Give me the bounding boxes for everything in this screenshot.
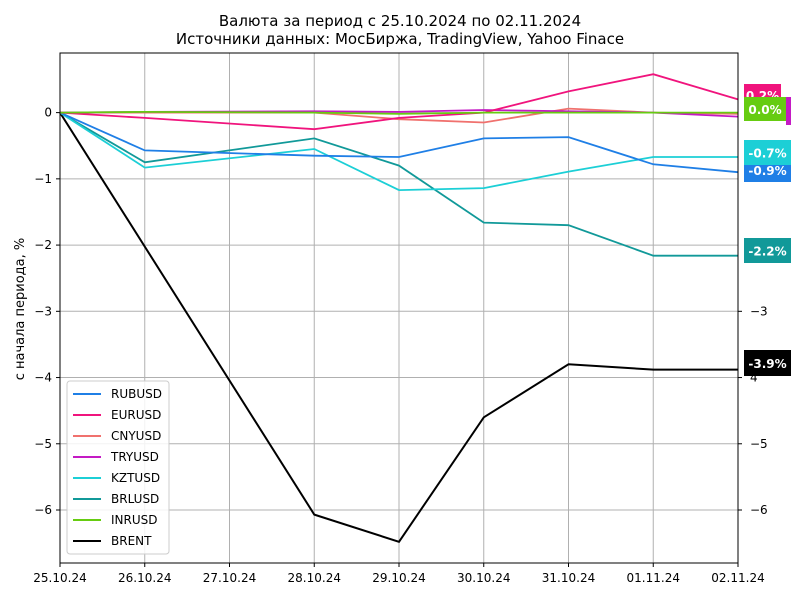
x-tick-label: 27.10.24 [203, 571, 256, 585]
x-tick-label: 26.10.24 [118, 571, 171, 585]
x-tick-label: 30.10.24 [457, 571, 510, 585]
y-tick-label: −1 [34, 172, 52, 186]
y-axis-ticks: 0 −1 −2 −3 −4 −5 −6 −3 4 −5 −6 [34, 106, 767, 517]
y-tick-label: −2 [34, 238, 52, 252]
legend-box [66, 380, 170, 555]
badge-label-kztusd: -0.7% [748, 147, 786, 161]
legend-label-brent: BRENT [111, 534, 152, 548]
x-tick-label: 02.11.24 [711, 571, 764, 585]
legend-label-inrusd: INRUSD [111, 513, 158, 527]
legend-label-brlusd: BRLUSD [111, 492, 159, 506]
y-tick-label: −6 [34, 503, 52, 517]
right-y-tick-label: 4 [750, 371, 758, 385]
x-axis-ticks: 25.10.24 26.10.24 27.10.24 28.10.24 29.10.24… [33, 563, 765, 585]
series-line-brent [59, 112, 738, 543]
x-tick-label: 28.10.24 [288, 571, 341, 585]
y-tick-label: −3 [34, 304, 52, 318]
legend: RUBUSD EURUSD CNYUSD TRYUSD KZTUSD BRLUSD INRU… [66, 380, 170, 555]
series-layer [59, 73, 739, 543]
badge-edge-tryusd [786, 97, 791, 125]
end-value-badges: -0.9%-0.7%0.2%0.0%-2.2%-3.9% [744, 84, 791, 376]
badge-label-brent: -3.9% [748, 357, 786, 371]
y-tick-label: −5 [34, 437, 52, 451]
right-y-tick-label: −6 [750, 503, 768, 517]
chart-subtitle: Источники данных: МосБиржа, TradingView,… [176, 30, 624, 48]
series-line-eurusd [59, 73, 739, 131]
y-tick-label: −4 [34, 371, 52, 385]
right-y-tick-label: −5 [750, 437, 768, 451]
x-tick-label: 29.10.24 [372, 571, 425, 585]
legend-label-eurusd: EURUSD [111, 408, 161, 422]
x-tick-label: 31.10.24 [542, 571, 595, 585]
legend-label-tryusd: TRYUSD [110, 450, 159, 464]
badge-label-brlusd: -2.2% [748, 245, 786, 259]
x-tick-label: 01.11.24 [627, 571, 680, 585]
chart-title: Валюта за период с 25.10.2024 по 02.11.2… [219, 12, 581, 30]
y-tick-label: 0 [44, 106, 52, 120]
x-tick-label: 25.10.24 [33, 571, 86, 585]
badge-kztusd [744, 140, 791, 165]
series-line-rubusd [59, 111, 739, 174]
legend-label-cnyusd: CNYUSD [111, 429, 161, 443]
y-axis-label: с начала периода, % [13, 238, 28, 381]
legend-label-rubusd: RUBUSD [111, 387, 162, 401]
badge-inrusd [744, 97, 786, 121]
badge-label-inrusd: 0.0% [748, 103, 781, 117]
right-y-tick-label: −3 [750, 304, 768, 318]
legend-label-kztusd: KZTUSD [111, 471, 160, 485]
series-line-inrusd [59, 110, 738, 115]
series-line-brlusd [59, 111, 738, 257]
badge-label-rubusd: -0.9% [748, 164, 786, 178]
badge-brent [744, 350, 791, 376]
badge-brlusd [744, 238, 791, 263]
